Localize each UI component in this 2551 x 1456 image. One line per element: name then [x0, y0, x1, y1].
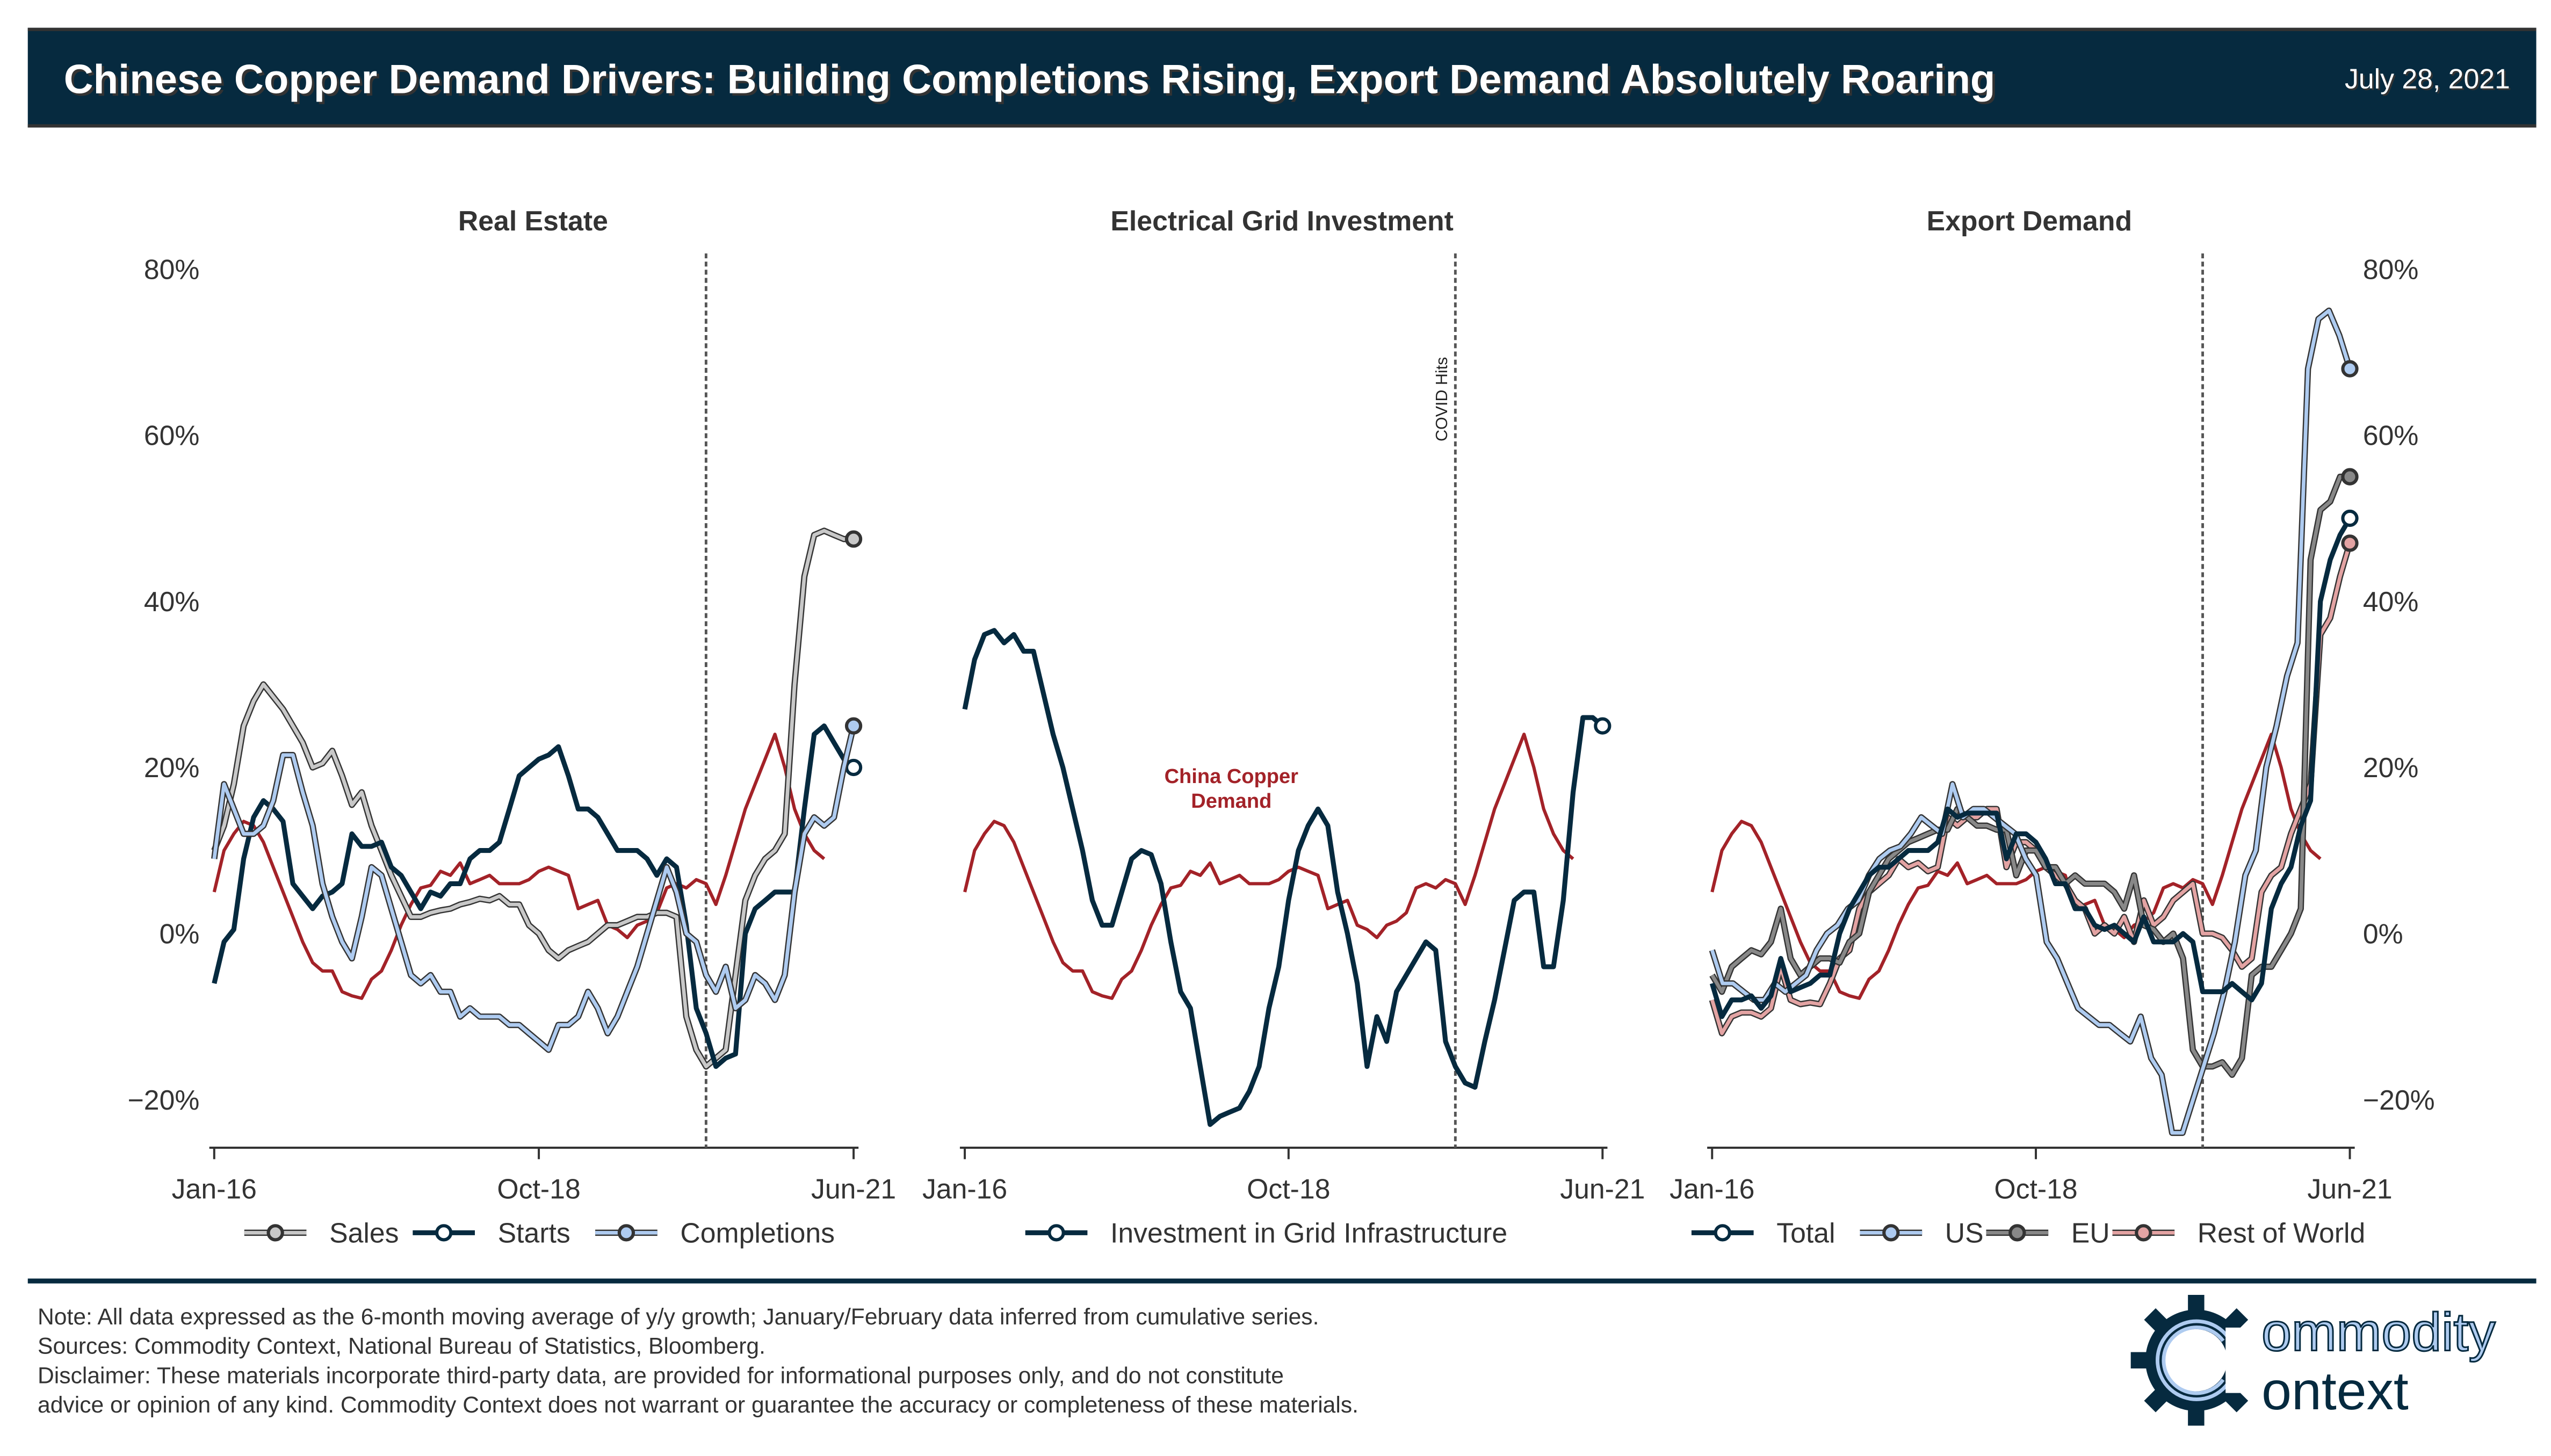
series-line-eu [1710, 475, 2350, 1077]
panel-title: Real Estate [458, 205, 608, 236]
panel-export-demand: Export Demand Jan-16 Oct-18 Jun-21 −20% 0% 20%… [1670, 205, 2435, 1248]
x-tick-label: Jun-21 [811, 1173, 896, 1204]
y-tick-label: 20% [2363, 752, 2419, 783]
end-marker [844, 758, 863, 777]
y-tick-label: 40% [144, 586, 200, 617]
legend-marker [617, 1224, 635, 1242]
covid-label: COVID Hits [1433, 357, 1451, 441]
disclaimer-line: Disclaimer: These materials incorporate … [38, 1361, 1284, 1388]
panel-title: Export Demand [1927, 205, 2132, 236]
footer-divider [27, 1278, 2536, 1284]
legend-item-eu: EU [1986, 1218, 2110, 1249]
end-marker [2341, 360, 2359, 378]
legend-marker [1882, 1224, 1900, 1242]
x-tick-label: Oct-18 [1994, 1173, 2077, 1204]
series-rest-of-world [1709, 534, 2359, 1037]
legend-item-us: US [1860, 1218, 1984, 1249]
legend-label: Starts [498, 1218, 570, 1249]
y-tick-label: 80% [144, 253, 200, 285]
series-line-starts [212, 723, 856, 1069]
legend-label: Investment in Grid Infrastructure [1110, 1218, 1507, 1249]
legend-label: Completions [680, 1218, 835, 1249]
legend-marker [2135, 1224, 2152, 1242]
legend-label: Rest of World [2198, 1218, 2366, 1249]
logo-text-context: ontext [2261, 1360, 2409, 1421]
series-line-investment-in-grid-infrastructure [962, 628, 1605, 1127]
report-date: July 28, 2021 [2344, 63, 2510, 95]
disclaimer-line: advice or opinion of any kind. Commodity… [38, 1391, 1359, 1418]
y-tick-label: 0% [2363, 918, 2403, 950]
end-marker [1594, 717, 1611, 735]
series-line-rest-of-world [1710, 542, 2352, 1035]
x-tick-label: Jan-16 [172, 1173, 257, 1204]
x-tick-label: Jun-21 [1560, 1173, 1645, 1204]
series-line-total [1709, 517, 2352, 1019]
gear-c-icon [2130, 1295, 2278, 1426]
panel-real-estate: Real Estate Jan-16 Oct-18 Jun-21 −20% 0% 20% 40… [128, 205, 897, 1248]
x-tick-label: Oct-18 [1247, 1173, 1330, 1204]
legend-item-completions: Completions [595, 1218, 835, 1249]
legend-item-rest-of-world: Rest of World [2112, 1218, 2365, 1249]
series-starts [212, 723, 863, 1069]
series-total [1709, 509, 2359, 1019]
series-line-us [1710, 309, 2352, 1135]
series-sales [211, 527, 863, 1070]
series-eu [1709, 468, 2359, 1078]
series-completions [211, 717, 863, 1053]
x-tick-label: Jun-21 [2307, 1173, 2392, 1204]
annotation-china-copper-demand: China Copper [1165, 765, 1299, 788]
annotation-china-copper-demand: Demand [1191, 790, 1271, 813]
legend-item-starts: Starts [413, 1218, 570, 1249]
series-line-completions [212, 725, 856, 1052]
header-bar: Chinese Copper Demand Drivers: Building … [27, 27, 2536, 128]
y-tick-label: 40% [2363, 586, 2419, 617]
legend-item-total: Total [1691, 1218, 1835, 1249]
y-tick-label: 0% [160, 918, 200, 950]
x-tick-label: Oct-18 [497, 1173, 580, 1204]
end-marker [2341, 509, 2359, 527]
series-china-copper-demand [212, 733, 826, 1000]
footer-notes: Note: All data expressed as the 6-month … [38, 1301, 1358, 1419]
legend-label: US [1945, 1218, 1984, 1249]
legend-label: Total [1776, 1218, 1835, 1249]
panel-electrical-grid-investment: Electrical Grid Investment Jan-16 Oct-18 Ju… [922, 205, 1645, 1248]
series-line-china-copper-demand [212, 733, 826, 1000]
x-tick-label: Jan-16 [1670, 1173, 1754, 1204]
note-line: Note: All data expressed as the 6-month … [38, 1303, 1319, 1329]
series-line-china-copper-demand [963, 733, 1574, 1000]
panel-title: Electrical Grid Investment [1110, 205, 1454, 236]
end-marker [2341, 534, 2359, 552]
series-outline [211, 527, 854, 1070]
legend-marker [266, 1224, 284, 1242]
legend-marker [2008, 1224, 2026, 1242]
series-us [1709, 307, 2359, 1136]
legend-item-investment-in-grid-infrastructure: Investment in Grid Infrastructure [1025, 1218, 1507, 1249]
page-title: Chinese Copper Demand Drivers: Building … [63, 57, 1996, 103]
end-marker [844, 717, 863, 735]
series-outline [1709, 307, 2353, 1136]
logo-text-commodity: ommodity [2261, 1301, 2497, 1363]
series-investment-in-grid-infrastructure [962, 628, 1611, 1127]
legend-label: Sales [329, 1218, 399, 1249]
legend-marker [435, 1224, 453, 1242]
y-tick-label: 20% [144, 752, 200, 783]
legend-marker [1047, 1224, 1065, 1242]
y-tick-label: −20% [128, 1084, 200, 1115]
legend-item-sales: Sales [244, 1218, 399, 1249]
y-tick-label: −20% [2363, 1084, 2435, 1115]
end-marker [2341, 468, 2359, 486]
y-tick-label: 80% [2363, 253, 2419, 285]
x-tick-label: Jan-16 [922, 1173, 1007, 1204]
legend-marker [1714, 1224, 1731, 1242]
charts-area: Real Estate Jan-16 Oct-18 Jun-21 −20% 0% 20% 40… [128, 205, 2435, 1248]
series-china-copper-demand [963, 733, 1574, 1000]
sources-line: Sources: Commodity Context, National Bur… [38, 1332, 765, 1359]
commodity-context-logo: ommodity ontext [2130, 1295, 2524, 1426]
y-tick-label: 60% [2363, 420, 2419, 451]
end-marker [844, 530, 863, 548]
series-line-sales [212, 528, 854, 1069]
legend-label: EU [2071, 1218, 2110, 1249]
y-tick-label: 60% [144, 420, 200, 451]
